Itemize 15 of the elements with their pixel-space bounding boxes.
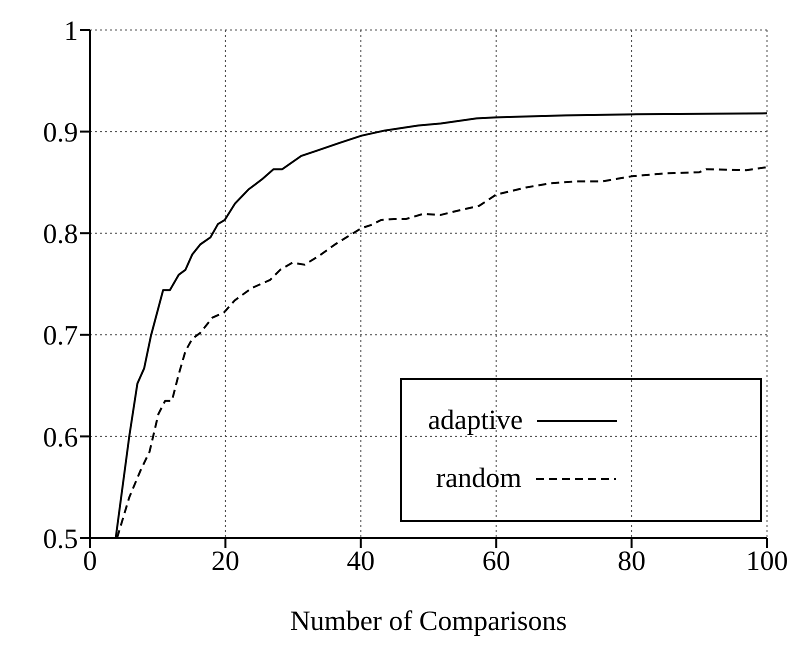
y-tick-label: 1 [64,16,78,47]
y-tick-label: 0.8 [43,219,78,250]
x-axis-title: Number of Comparisons [290,606,567,637]
y-tick-label: 0.6 [43,422,78,454]
y-tick-label: 0.7 [43,320,78,352]
y-tick-label: 0.5 [43,524,78,555]
x-tick-label: 80 [618,546,646,577]
legend-label: random [436,463,522,495]
x-tick-label: 60 [482,546,510,577]
x-tick-label: 40 [346,546,375,577]
y-tick-label: 0.9 [43,118,78,149]
legend-label: adaptive [428,405,523,437]
x-tick-label: 100 [746,546,788,577]
x-tick-label: 0 [83,546,97,577]
x-tick-label: 20 [211,546,240,577]
